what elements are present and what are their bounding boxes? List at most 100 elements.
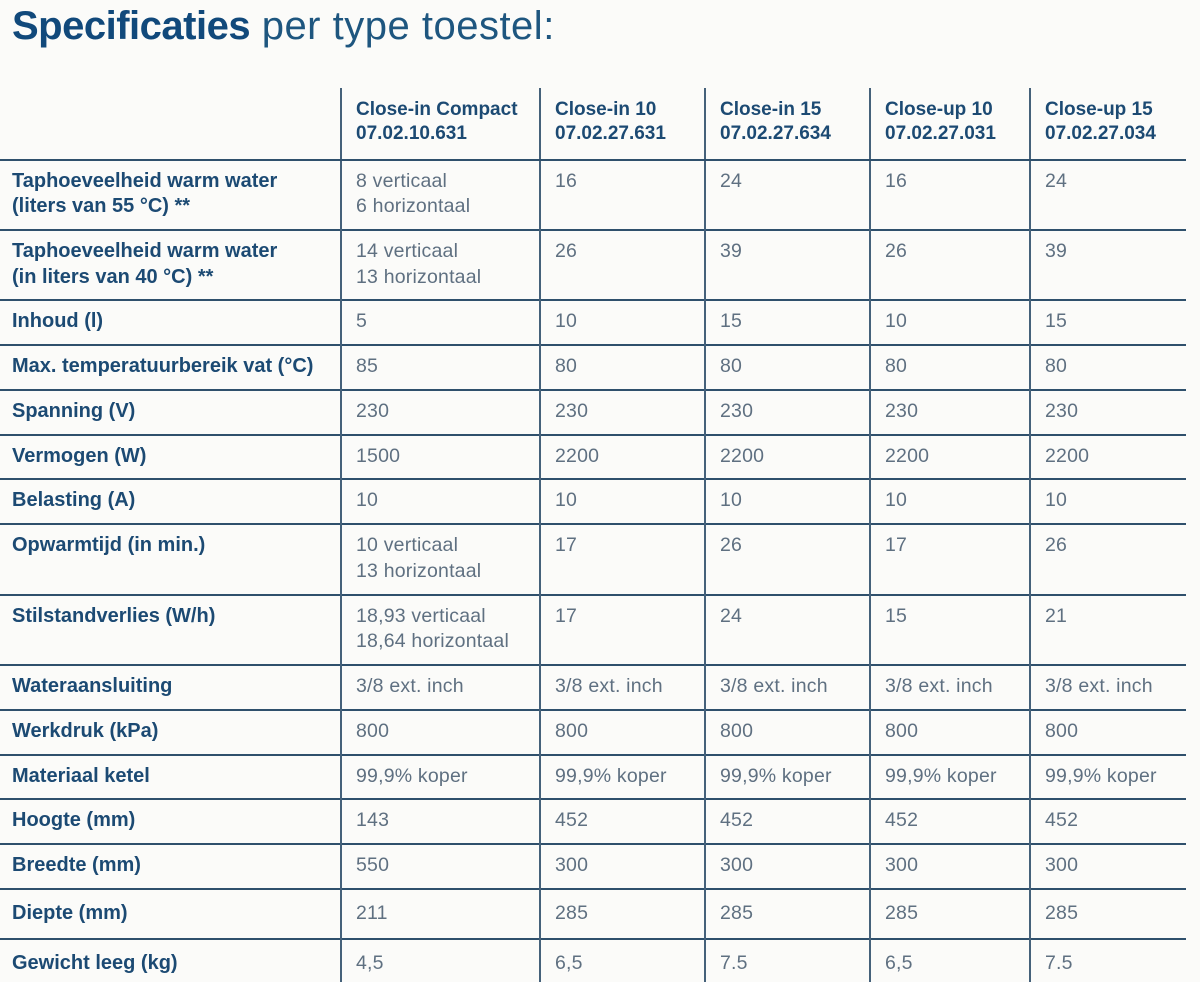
spec-table-body: Taphoeveelheid warm water (liters van 55 … xyxy=(0,159,1186,982)
table-row: Wateraansluiting 3/8 ext. inch 3/8 ext. in… xyxy=(0,665,1186,710)
row-label: Stilstandverlies (W/h) xyxy=(12,604,216,627)
table-row: Hoogte (mm) 143 452 452 452 452 xyxy=(0,799,1186,844)
cell: 10 xyxy=(1029,479,1186,525)
cell: 3/8 ext. inch xyxy=(704,665,870,710)
cell: 300 xyxy=(704,843,870,889)
cell: 99,9% koper xyxy=(539,754,705,800)
cell: 300 xyxy=(539,843,705,889)
table-row: Diepte (mm) 211 285 285 285 285 xyxy=(0,888,1186,940)
column-header-5: Close-up 15 07.02.27.034 xyxy=(1029,88,1186,161)
cell: 452 xyxy=(539,799,705,844)
table-row: Gewicht leeg (kg) 4,5 6,5 7.5 6,5 7.5 xyxy=(0,939,1186,982)
table-corner-cell xyxy=(0,88,341,161)
cell: 230 xyxy=(704,389,870,435)
cell: 211 xyxy=(340,888,540,940)
cell: 17 xyxy=(539,594,705,666)
cell: 7.5 xyxy=(704,939,870,982)
spec-table-header: Close-in Compact 07.02.10.631 Close-in 10 0… xyxy=(0,88,1186,161)
cell: 85 xyxy=(340,345,540,390)
row-label: Taphoeveelheid warm water (liters van 55 … xyxy=(12,169,278,218)
table-row: Werkdruk (kPa) 800 800 800 800 800 xyxy=(0,709,1186,755)
cell: 26 xyxy=(704,524,870,595)
cell: 285 xyxy=(539,888,705,940)
cell: 6,5 xyxy=(539,939,705,982)
cell: 300 xyxy=(1029,843,1186,889)
cell: 800 xyxy=(1029,709,1186,755)
cell: 39 xyxy=(704,229,870,301)
table-row: Opwarmtijd (in min.) 10 verticaal 13 horiz… xyxy=(0,524,1186,595)
cell: 452 xyxy=(869,799,1030,844)
table-row: Taphoeveelheid warm water (liters van 55 … xyxy=(0,159,1186,230)
cell: 18,93 verticaal 18,64 horizontaal xyxy=(340,594,540,666)
column-header-1: Close-in Compact 07.02.10.631 xyxy=(340,88,540,161)
column-header-3: Close-in 15 07.02.27.634 xyxy=(704,88,870,161)
spec-table: Close-in Compact 07.02.10.631 Close-in 10 0… xyxy=(0,88,1186,982)
table-row: Belasting (A) 10 10 10 10 10 xyxy=(0,479,1186,525)
table-row: Breedte (mm) 550 300 300 300 300 xyxy=(0,843,1186,889)
cell: 21 xyxy=(1029,594,1186,666)
row-label: Opwarmtijd (in min.) xyxy=(12,534,206,557)
cell: 2200 xyxy=(539,434,705,480)
table-row: Vermogen (W) 1500 2200 2200 2200 2200 xyxy=(0,434,1186,480)
cell: 26 xyxy=(1029,524,1186,595)
cell: 17 xyxy=(539,524,705,595)
table-row: Max. temperatuurbereik vat (°C) 85 80 80 80 8… xyxy=(0,345,1186,390)
row-label: Materiaal ketel xyxy=(12,764,150,787)
row-label: Gewicht leeg (kg) xyxy=(12,952,178,975)
cell: 10 xyxy=(704,479,870,525)
cell: 80 xyxy=(1029,345,1186,390)
cell: 230 xyxy=(1029,389,1186,435)
cell: 80 xyxy=(704,345,870,390)
cell: 15 xyxy=(1029,300,1186,346)
cell: 10 xyxy=(869,479,1030,525)
cell: 16 xyxy=(539,159,705,230)
cell: 2200 xyxy=(869,434,1030,480)
cell: 3/8 ext. inch xyxy=(340,665,540,710)
cell: 15 xyxy=(869,594,1030,666)
cell: 8 verticaal 6 horizontaal xyxy=(340,159,540,230)
cell: 24 xyxy=(1029,159,1186,230)
row-label: Belasting (A) xyxy=(12,489,136,512)
row-label: Max. temperatuurbereik vat (°C) xyxy=(12,355,314,378)
cell: 800 xyxy=(340,709,540,755)
header-row: Close-in Compact 07.02.10.631 Close-in 10 0… xyxy=(0,88,1186,161)
cell: 10 verticaal 13 horizontaal xyxy=(340,524,540,595)
row-label: Taphoeveelheid warm water (in liters van … xyxy=(12,239,278,288)
page-title-rest: per type toestel: xyxy=(250,4,555,48)
cell: 15 xyxy=(704,300,870,346)
table-row: Taphoeveelheid warm water (in liters van … xyxy=(0,229,1186,301)
cell: 2200 xyxy=(1029,434,1186,480)
cell: 24 xyxy=(704,159,870,230)
cell: 800 xyxy=(869,709,1030,755)
cell: 800 xyxy=(539,709,705,755)
cell: 10 xyxy=(539,300,705,346)
cell: 99,9% koper xyxy=(340,754,540,800)
row-label: Inhoud (l) xyxy=(12,310,104,333)
cell: 3/8 ext. inch xyxy=(539,665,705,710)
table-row: Inhoud (l) 5 10 15 10 15 xyxy=(0,300,1186,346)
cell: 16 xyxy=(869,159,1030,230)
cell: 550 xyxy=(340,843,540,889)
cell: 230 xyxy=(869,389,1030,435)
cell: 1500 xyxy=(340,434,540,480)
cell: 452 xyxy=(704,799,870,844)
cell: 800 xyxy=(704,709,870,755)
cell: 3/8 ext. inch xyxy=(1029,665,1186,710)
cell: 10 xyxy=(340,479,540,525)
cell: 3/8 ext. inch xyxy=(869,665,1030,710)
page-title-emphasis: Specificaties xyxy=(12,4,251,48)
cell: 285 xyxy=(869,888,1030,940)
cell: 26 xyxy=(869,229,1030,301)
row-label: Diepte (mm) xyxy=(12,901,128,924)
table-row: Materiaal ketel 99,9% koper 99,9% koper 99,… xyxy=(0,754,1186,800)
table-row: Spanning (V) 230 230 230 230 230 xyxy=(0,389,1186,435)
cell: 6,5 xyxy=(869,939,1030,982)
cell: 80 xyxy=(869,345,1030,390)
row-label: Werkdruk (kPa) xyxy=(12,719,159,742)
column-header-4: Close-up 10 07.02.27.031 xyxy=(869,88,1030,161)
cell: 7.5 xyxy=(1029,939,1186,982)
cell: 10 xyxy=(869,300,1030,346)
cell: 99,9% koper xyxy=(704,754,870,800)
cell: 10 xyxy=(539,479,705,525)
cell: 5 xyxy=(340,300,540,346)
